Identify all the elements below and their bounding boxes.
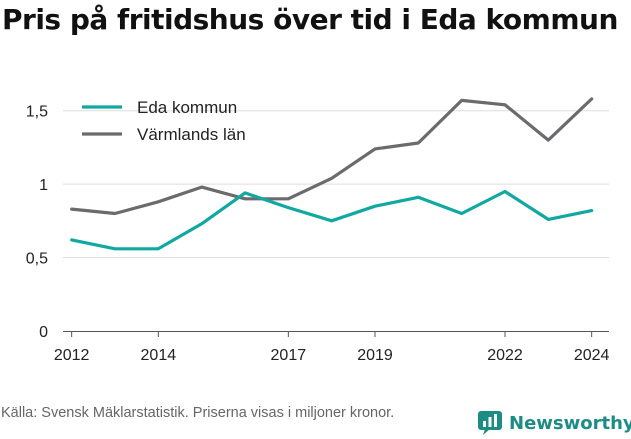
y-axis-tick-labels: 0 0,5 1 1,5 — [26, 104, 48, 341]
brand-name: Newsworthy — [509, 412, 631, 434]
y-tick-label: 0,5 — [26, 251, 48, 268]
series-lines — [70, 97, 594, 251]
line-chart: 0 0,5 1 1,5 2012 2014 2017 2019 2022 2024 Eda ko… — [26, 97, 610, 364]
legend-label: Eda kommun — [137, 98, 237, 117]
x-axis: 2012 2014 2017 2019 2022 2024 — [54, 331, 610, 364]
legend-label: Värmlands län — [137, 125, 246, 144]
chart-title: Pris på fritidshus över tid i Eda kommun — [2, 3, 618, 36]
source-note: Källa: Svensk Mäklarstatistik. Priserna … — [1, 405, 395, 421]
brand-logo: Newsworthy — [477, 410, 631, 436]
x-tick-label: 2022 — [487, 347, 523, 364]
series-line-0 — [70, 189, 594, 251]
y-tick-label: 1 — [39, 177, 48, 194]
x-tick-label: 2024 — [574, 347, 610, 364]
legend: Eda kommun Värmlands län — [82, 98, 246, 144]
x-tick-label: 2017 — [271, 347, 307, 364]
x-tick-label: 2012 — [54, 347, 90, 364]
y-tick-label: 0 — [39, 324, 48, 341]
x-tick-label: 2014 — [141, 347, 177, 364]
newsworthy-logo-icon — [478, 411, 502, 435]
series-line-1 — [70, 97, 594, 216]
x-tick-label: 2019 — [357, 347, 393, 364]
grid-lines — [63, 110, 609, 259]
y-tick-label: 1,5 — [26, 104, 48, 121]
